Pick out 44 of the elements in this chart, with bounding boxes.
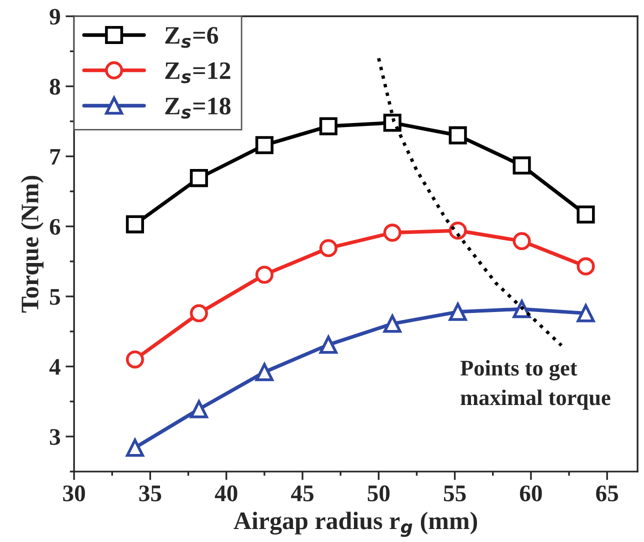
point	[383, 314, 402, 333]
point	[319, 117, 338, 136]
point	[383, 114, 402, 132]
x-axis-title: Airgap radius r$_{g}$ (mm)	[234, 512, 478, 537]
point	[126, 438, 144, 457]
x-tick-label: 50	[368, 485, 390, 502]
annotation: Points to get maximal torque	[460, 360, 610, 410]
point	[255, 266, 274, 284]
legend-label: Z$_{s}$=18	[165, 98, 230, 119]
point	[576, 257, 595, 276]
y-tick-label: 3	[50, 429, 60, 445]
point	[512, 156, 531, 174]
x-tick-label: 45	[291, 486, 314, 502]
y-tick-label: 8	[50, 78, 60, 95]
point	[319, 239, 338, 258]
point	[190, 400, 208, 418]
point	[512, 232, 531, 250]
point	[319, 336, 338, 354]
point	[126, 215, 144, 234]
legend-label: Z$_{s}$=12	[165, 62, 230, 84]
x-tick-label: 30	[63, 485, 85, 502]
point	[190, 169, 208, 188]
y-tick-label: 6	[50, 218, 60, 235]
point	[255, 136, 274, 154]
x-tick-label: 65	[596, 485, 618, 502]
y-tick-label: 9	[50, 8, 60, 25]
point	[576, 205, 595, 224]
point	[255, 363, 274, 382]
x-tick-label: 55	[444, 486, 466, 502]
y-tick-label: 5	[50, 289, 60, 305]
point	[126, 350, 144, 368]
x-tick-label: 60	[520, 485, 542, 502]
x-tick-label: 35	[139, 485, 162, 502]
x-tick-label: 40	[214, 485, 238, 502]
point	[576, 304, 595, 322]
point	[383, 224, 402, 242]
legend-label: Z$_{s}$=6	[165, 27, 218, 48]
line-series	[376, 56, 564, 348]
y-tick-label: 4	[49, 359, 60, 375]
point	[448, 302, 467, 321]
point	[448, 126, 467, 144]
point	[190, 304, 208, 322]
y-tick-label: 7	[50, 149, 60, 165]
y-axis-title: Torque (Nm)	[20, 176, 44, 313]
